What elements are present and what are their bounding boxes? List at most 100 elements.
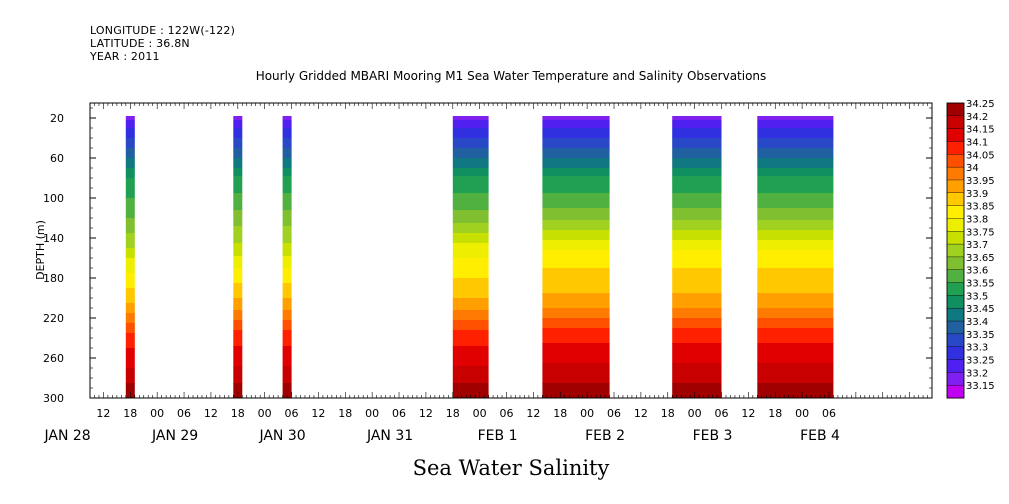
heatmap-cell: [125, 148, 135, 159]
heatmap-cell: [452, 176, 489, 194]
heatmap-cell: [452, 330, 489, 347]
heatmap-cell: [125, 158, 135, 169]
heatmap-cell: [452, 223, 489, 234]
heatmap-cell: [233, 366, 243, 384]
heatmap-cell: [125, 116, 135, 121]
heatmap-cell: [233, 176, 243, 194]
heatmap-cell: [452, 148, 489, 159]
heatmap-cell: [757, 168, 834, 177]
heatmap-cell: [125, 120, 135, 129]
heatmap-cell: [125, 313, 135, 324]
x-hour-label: 06: [500, 407, 514, 420]
y-tick-label: 60: [50, 152, 64, 165]
heatmap-cell: [757, 116, 834, 121]
x-hour-label: 18: [123, 407, 137, 420]
heatmap-cell: [542, 230, 610, 241]
colorbar-swatch: [946, 205, 965, 219]
heatmap-cell: [757, 308, 834, 319]
heatmap-cell: [282, 128, 292, 139]
colorbar-swatch: [946, 346, 965, 361]
y-ticks: 20 60 100 140 180 220 260 300: [43, 107, 932, 405]
heatmap-cell: [125, 138, 135, 149]
heatmap-cell: [125, 368, 135, 384]
x-hour-label: 06: [607, 407, 621, 420]
colorbar-swatch: [946, 384, 965, 399]
heatmap-cell: [125, 348, 135, 369]
heatmap-cell: [452, 346, 489, 367]
x-hour-label: 18: [553, 407, 567, 420]
heatmap-cell: [542, 128, 610, 139]
heatmap-cell: [672, 363, 722, 384]
colorbar-swatch: [946, 179, 965, 194]
heatmap-cell: [757, 250, 834, 269]
x-hour-label: 12: [526, 407, 540, 420]
heatmap-cell: [672, 158, 722, 169]
y-tick-label: 300: [43, 392, 64, 405]
heatmap-cell: [233, 310, 243, 321]
colorbar-swatch: [946, 282, 965, 296]
heatmap-cell: [125, 198, 135, 219]
x-hour-label: 06: [822, 407, 836, 420]
heatmap-cell: [125, 128, 135, 139]
heatmap-cell: [672, 168, 722, 177]
heatmap-cell: [542, 250, 610, 269]
colorbar-label: 33.25: [966, 356, 995, 367]
colorbar-label: 34: [966, 163, 979, 174]
x-day-label: FEB 2: [585, 428, 625, 444]
heatmap-cell: [452, 128, 489, 139]
heatmap-cell: [452, 258, 489, 279]
x-hour-label: 00: [258, 407, 272, 420]
heatmap-cell: [233, 120, 243, 129]
colorbar-swatch: [946, 192, 965, 207]
x-hour-label: 18: [768, 407, 782, 420]
colorbar: 34.2534.234.1534.134.053433.9533.933.853…: [946, 99, 995, 399]
heatmap-cell: [672, 230, 722, 241]
colorbar-swatch: [946, 115, 965, 130]
heatmap-cell: [672, 308, 722, 319]
heatmap-cell: [452, 138, 489, 149]
colorbar-swatch: [946, 128, 965, 142]
heatmap-cell: [672, 250, 722, 269]
colorbar-label: 33.75: [966, 227, 995, 238]
x-hour-label: 12: [741, 407, 755, 420]
heatmap-cell: [672, 268, 722, 294]
bottom-title: Sea Water Salinity: [413, 456, 610, 480]
heatmap-cell: [233, 226, 243, 244]
heatmap-cell: [282, 256, 292, 269]
colorbar-label: 34.15: [966, 125, 995, 136]
colorbar-label: 33.3: [966, 343, 988, 354]
heatmap-cell: [233, 116, 243, 121]
heatmap-cell: [452, 233, 489, 244]
heatmap-cell: [125, 303, 135, 314]
heatmap-cell: [452, 116, 489, 121]
y-tick-label: 220: [43, 312, 64, 325]
heatmap-cell: [233, 320, 243, 331]
heatmap-cell: [452, 158, 489, 169]
heatmap-cell: [125, 323, 135, 334]
heatmap-cell: [233, 268, 243, 284]
heatmap-cell: [233, 383, 243, 399]
heatmap-cell: [672, 293, 722, 309]
heatmap-cell: [233, 128, 243, 139]
heatmap-cell: [125, 248, 135, 259]
longitude-label: LONGITUDE : 122W(-122): [90, 24, 236, 37]
heatmap-cell: [757, 343, 834, 364]
heatmap-cell: [542, 308, 610, 319]
x-hour-label: 00: [795, 407, 809, 420]
heatmap-cell: [757, 120, 834, 129]
colorbar-label: 34.2: [966, 112, 988, 123]
chart-title: Hourly Gridded MBARI Mooring M1 Sea Wate…: [256, 69, 767, 83]
heatmap-cell: [672, 193, 722, 209]
heatmap-cell: [282, 148, 292, 159]
colorbar-label: 33.5: [966, 291, 988, 302]
colorbar-label: 33.9: [966, 189, 988, 200]
colorbar-label: 33.6: [966, 266, 988, 277]
heatmap-cell: [233, 210, 243, 227]
x-hour-label: 18: [446, 407, 460, 420]
colorbar-label: 33.45: [966, 304, 995, 315]
heatmap-cell: [542, 176, 610, 194]
heatmap-cell: [672, 116, 722, 121]
x-hour-label: 12: [204, 407, 218, 420]
colorbar-swatch: [946, 372, 965, 386]
heatmap-cell: [672, 138, 722, 149]
